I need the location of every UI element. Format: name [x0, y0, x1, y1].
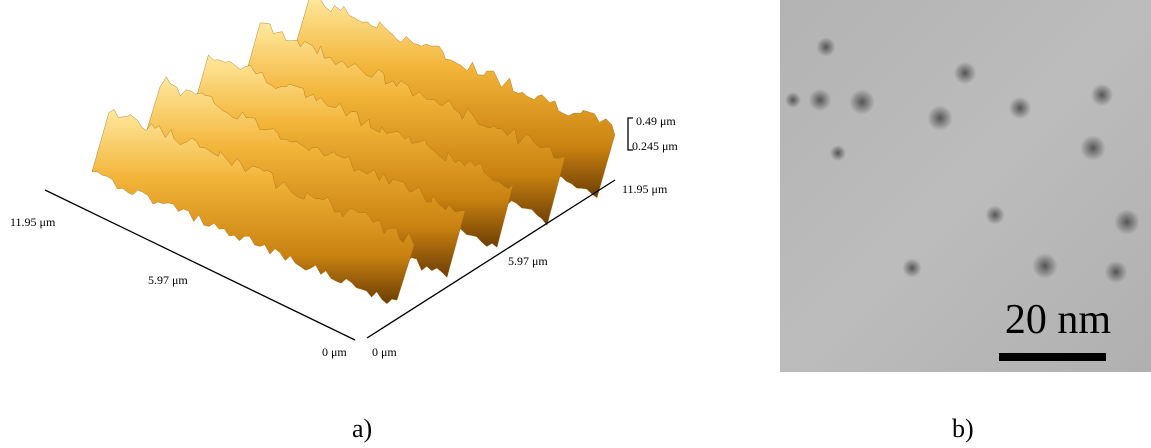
particle: [902, 258, 921, 277]
particle: [785, 92, 801, 108]
caption: b): [952, 414, 974, 443]
particle: [985, 205, 1004, 224]
particle: [927, 105, 953, 131]
particle: [1091, 84, 1113, 106]
particle: [849, 89, 875, 115]
axis-label: 11.95 μm: [10, 215, 56, 229]
axis-label: 5.97 μm: [148, 273, 188, 287]
scale-bar-label: 20 nm: [1005, 297, 1112, 343]
particle: [1105, 261, 1127, 283]
particle: [1032, 253, 1058, 279]
particle: [1080, 135, 1106, 161]
axis-label: 0 μm: [372, 345, 397, 359]
particle: [1009, 97, 1031, 119]
particle: [830, 145, 846, 161]
scale-bar: [999, 353, 1106, 361]
particle: [809, 89, 831, 111]
figure: 0.49 μm 0.245 μm 11.95 μm 5.97 μm 0 μm 1…: [0, 0, 1151, 443]
caption: a): [352, 414, 372, 443]
particle: [1114, 209, 1140, 235]
axis-label: 11.95 μm: [622, 182, 668, 196]
particle: [816, 37, 835, 56]
axis-label: 5.97 μm: [508, 254, 548, 268]
particle: [954, 62, 976, 84]
z-label: 0.245 μm: [632, 139, 678, 153]
axis-label: 0 μm: [322, 345, 347, 359]
z-label: 0.49 μm: [636, 114, 676, 128]
